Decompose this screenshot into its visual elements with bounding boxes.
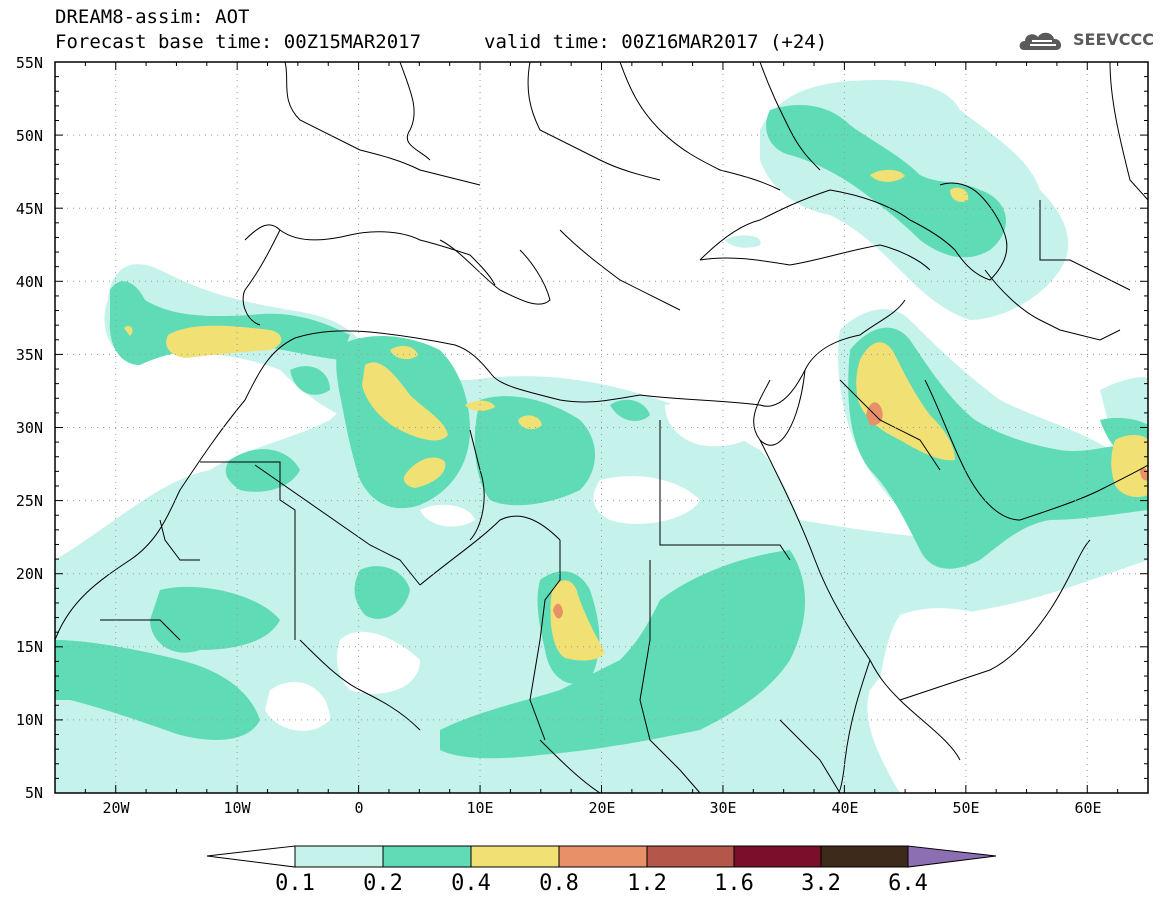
map-ticks	[54, 61, 1149, 794]
colorbar-bin-0-4	[470, 845, 560, 868]
lon-label-20e: 20E	[588, 799, 616, 817]
colorbar-label-6-4: 6.4	[888, 871, 928, 896]
lat-label-20n: 20N	[15, 565, 43, 583]
map-title: DREAM8-assim: AOT	[55, 6, 250, 28]
lon-label-50e: 50E	[952, 799, 980, 817]
colorbar-label-0-2: 0.2	[363, 871, 403, 896]
aot-colorbar	[206, 845, 997, 868]
lon-label-30e: 30E	[709, 799, 737, 817]
lat-label-10n: 10N	[15, 711, 43, 729]
lat-label-5n: 5N	[24, 784, 43, 802]
seevccc-logo-text: SEEVCCC	[1073, 30, 1154, 49]
lat-label-50n: 50N	[15, 127, 43, 145]
lat-label-30n: 30N	[15, 419, 43, 437]
colorbar-label-1-6: 1.6	[714, 871, 754, 896]
lon-label-10w: 10W	[223, 799, 251, 817]
lat-label-15n: 15N	[15, 638, 43, 656]
lat-label-45n: 45N	[15, 200, 43, 218]
colorbar-label-0-1: 0.1	[275, 871, 315, 896]
lat-label-40n: 40N	[15, 273, 43, 291]
colorbar-bin-0-8	[558, 845, 648, 868]
colorbar-below-min-arrow	[206, 845, 296, 868]
coastlines-borders	[55, 62, 1148, 793]
lon-label-0: 0	[354, 799, 364, 817]
colorbar-label-0-4: 0.4	[451, 871, 491, 896]
forecast-base-time: Forecast base time: 00Z15MAR2017	[55, 31, 422, 53]
aot-clear-areas	[265, 403, 1148, 793]
lat-label-55n: 55N	[15, 54, 43, 72]
lat-label-35n: 35N	[15, 346, 43, 364]
lat-label-25n: 25N	[15, 492, 43, 510]
lon-label-10e: 10E	[466, 799, 494, 817]
lon-label-20w: 20W	[102, 799, 130, 817]
colorbar-bin-1-2	[646, 845, 735, 868]
lon-label-60e: 60E	[1074, 799, 1102, 817]
lon-label-40e: 40E	[831, 799, 859, 817]
colorbar-bin-0-1	[294, 845, 384, 868]
aot-level-0-4	[124, 169, 1148, 661]
map-gridlines	[55, 62, 1148, 793]
colorbar-bin-0-2	[382, 845, 472, 868]
colorbar-bin-1-6	[733, 845, 822, 868]
valid-time: valid time: 00Z16MAR2017 (+24)	[484, 31, 828, 53]
colorbar-label-0-8: 0.8	[539, 871, 579, 896]
colorbar-bin-3-2	[820, 845, 909, 868]
colorbar-label-1-2: 1.2	[627, 871, 667, 896]
cloud-logo-icon	[1019, 32, 1062, 50]
colorbar-label-3-2: 3.2	[801, 871, 841, 896]
colorbar-above-max-arrow	[907, 845, 997, 868]
